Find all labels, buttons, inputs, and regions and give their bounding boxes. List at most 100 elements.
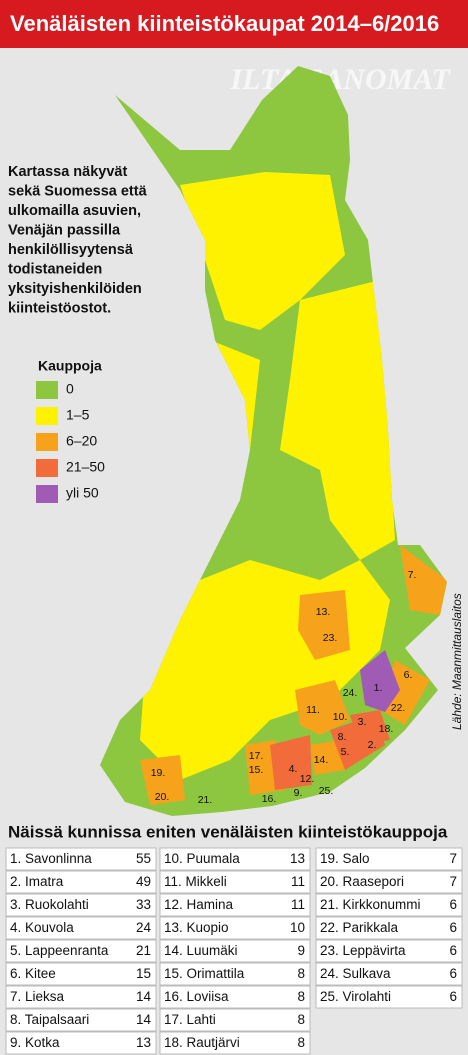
title: Venäläisten kiinteistökaupat 2014–6/2016 (10, 11, 439, 36)
table-cell (315, 870, 463, 894)
source: Lähde: Maanmittauslaitos (450, 593, 464, 730)
table-cell (5, 893, 157, 917)
row-label: 18. Rautjärvi (164, 1035, 240, 1050)
legend-label: 1–5 (66, 407, 90, 423)
table-cell (159, 893, 311, 917)
row-value: 6 (449, 920, 457, 935)
description-line: henkilöllisyytensä (8, 242, 134, 258)
map-label: 25. (319, 785, 334, 797)
row-value: 8 (297, 1012, 305, 1027)
title-bar (0, 0, 468, 48)
row-label: 8. Taipalsaari (10, 1012, 89, 1027)
row-label: 17. Lahti (164, 1012, 216, 1027)
row-value: 10 (290, 920, 305, 935)
row-value: 13 (290, 851, 305, 866)
region-orange (298, 590, 350, 660)
region-red (350, 710, 390, 745)
row-label: 14. Luumäki (164, 943, 238, 958)
row-label: 22. Parikkala (320, 920, 399, 935)
map-label: 22. (391, 702, 406, 714)
map-label: 20. (155, 791, 170, 803)
row-label: 13. Kuopio (164, 920, 229, 935)
description-line: Kartassa näkyvät (8, 164, 127, 180)
table-cell (315, 893, 463, 917)
description-line: ulkomailla asuvien, (8, 203, 141, 219)
map-label: 14. (314, 754, 329, 766)
table-cell (159, 939, 311, 963)
row-label: 4. Kouvola (10, 920, 74, 935)
legend-label: 6–20 (66, 433, 97, 449)
map-label: 8. (338, 731, 347, 743)
table-cell (159, 1031, 311, 1055)
row-label: 20. Raasepori (320, 874, 404, 889)
map-label: 18. (379, 723, 394, 735)
row-label: 1. Savonlinna (10, 851, 92, 866)
map-label: 7. (408, 569, 417, 581)
table-cell (315, 985, 463, 1009)
description-line: yksityishenkilöiden (8, 281, 142, 297)
region-orange (295, 680, 350, 735)
region-orange (310, 740, 345, 775)
row-value: 14 (136, 989, 152, 1004)
map-label: 16. (262, 793, 277, 805)
row-value: 8 (297, 1035, 305, 1050)
map-label: 6. (404, 669, 413, 681)
region-yellow (180, 172, 345, 330)
row-value: 24 (136, 920, 152, 935)
table-cell (159, 1008, 311, 1032)
legend-swatch (36, 381, 58, 399)
row-value: 8 (297, 966, 305, 981)
table-cell (315, 962, 463, 986)
map-label: 15. (249, 764, 264, 776)
map-label: 19. (151, 767, 166, 779)
row-value: 15 (136, 966, 151, 981)
row-value: 6 (449, 966, 457, 981)
row-label: 24. Sulkava (320, 966, 391, 981)
row-label: 15. Orimattila (164, 966, 245, 981)
row-label: 25. Virolahti (320, 989, 391, 1004)
table-cell (5, 916, 157, 940)
table-cell (159, 870, 311, 894)
description-line: Venäjän passilla (8, 222, 121, 238)
row-value: 6 (449, 943, 457, 958)
legend-label: yli 50 (66, 485, 99, 501)
legend-swatch (36, 459, 58, 477)
table-cell (315, 939, 463, 963)
row-value: 13 (136, 1035, 151, 1050)
row-label: 21. Kirkkonummi (320, 897, 421, 912)
table-cell (5, 847, 157, 871)
table-cell (315, 916, 463, 940)
legend-label: 21–50 (66, 459, 105, 475)
legend-swatch (36, 407, 58, 425)
map-label: 21. (198, 794, 213, 806)
legend-swatch (36, 485, 58, 503)
row-value: 11 (291, 874, 305, 889)
table-cell (5, 962, 157, 986)
row-value: 6 (449, 897, 457, 912)
map-label: 10. (333, 711, 348, 723)
table-cell (159, 847, 311, 871)
description-line: todistaneiden (8, 261, 102, 277)
table-title: Näissä kunnissa eniten venäläisten kiint… (8, 822, 448, 841)
region-orange (140, 755, 185, 805)
map-label: 24. (343, 687, 358, 699)
description-line: kiinteistöostot. (8, 300, 111, 316)
region-yellow (280, 280, 395, 560)
map-label: 11. (306, 704, 320, 716)
row-label: 12. Hamina (164, 897, 234, 912)
table-cell (5, 870, 157, 894)
watermark: ILTA-SANOMAT (229, 63, 451, 96)
row-value: 33 (136, 897, 151, 912)
row-label: 19. Salo (320, 851, 370, 866)
map-label: 17. (249, 750, 264, 762)
region-purple (360, 650, 400, 712)
description-line: sekä Suomessa että (8, 183, 148, 199)
row-value: 55 (136, 851, 151, 866)
row-label: 6. Kitee (10, 966, 56, 981)
legend-swatch (36, 433, 58, 451)
map-label: 3. (358, 716, 367, 728)
row-label: 16. Loviisa (164, 989, 229, 1004)
legend-label: 0 (66, 381, 74, 397)
